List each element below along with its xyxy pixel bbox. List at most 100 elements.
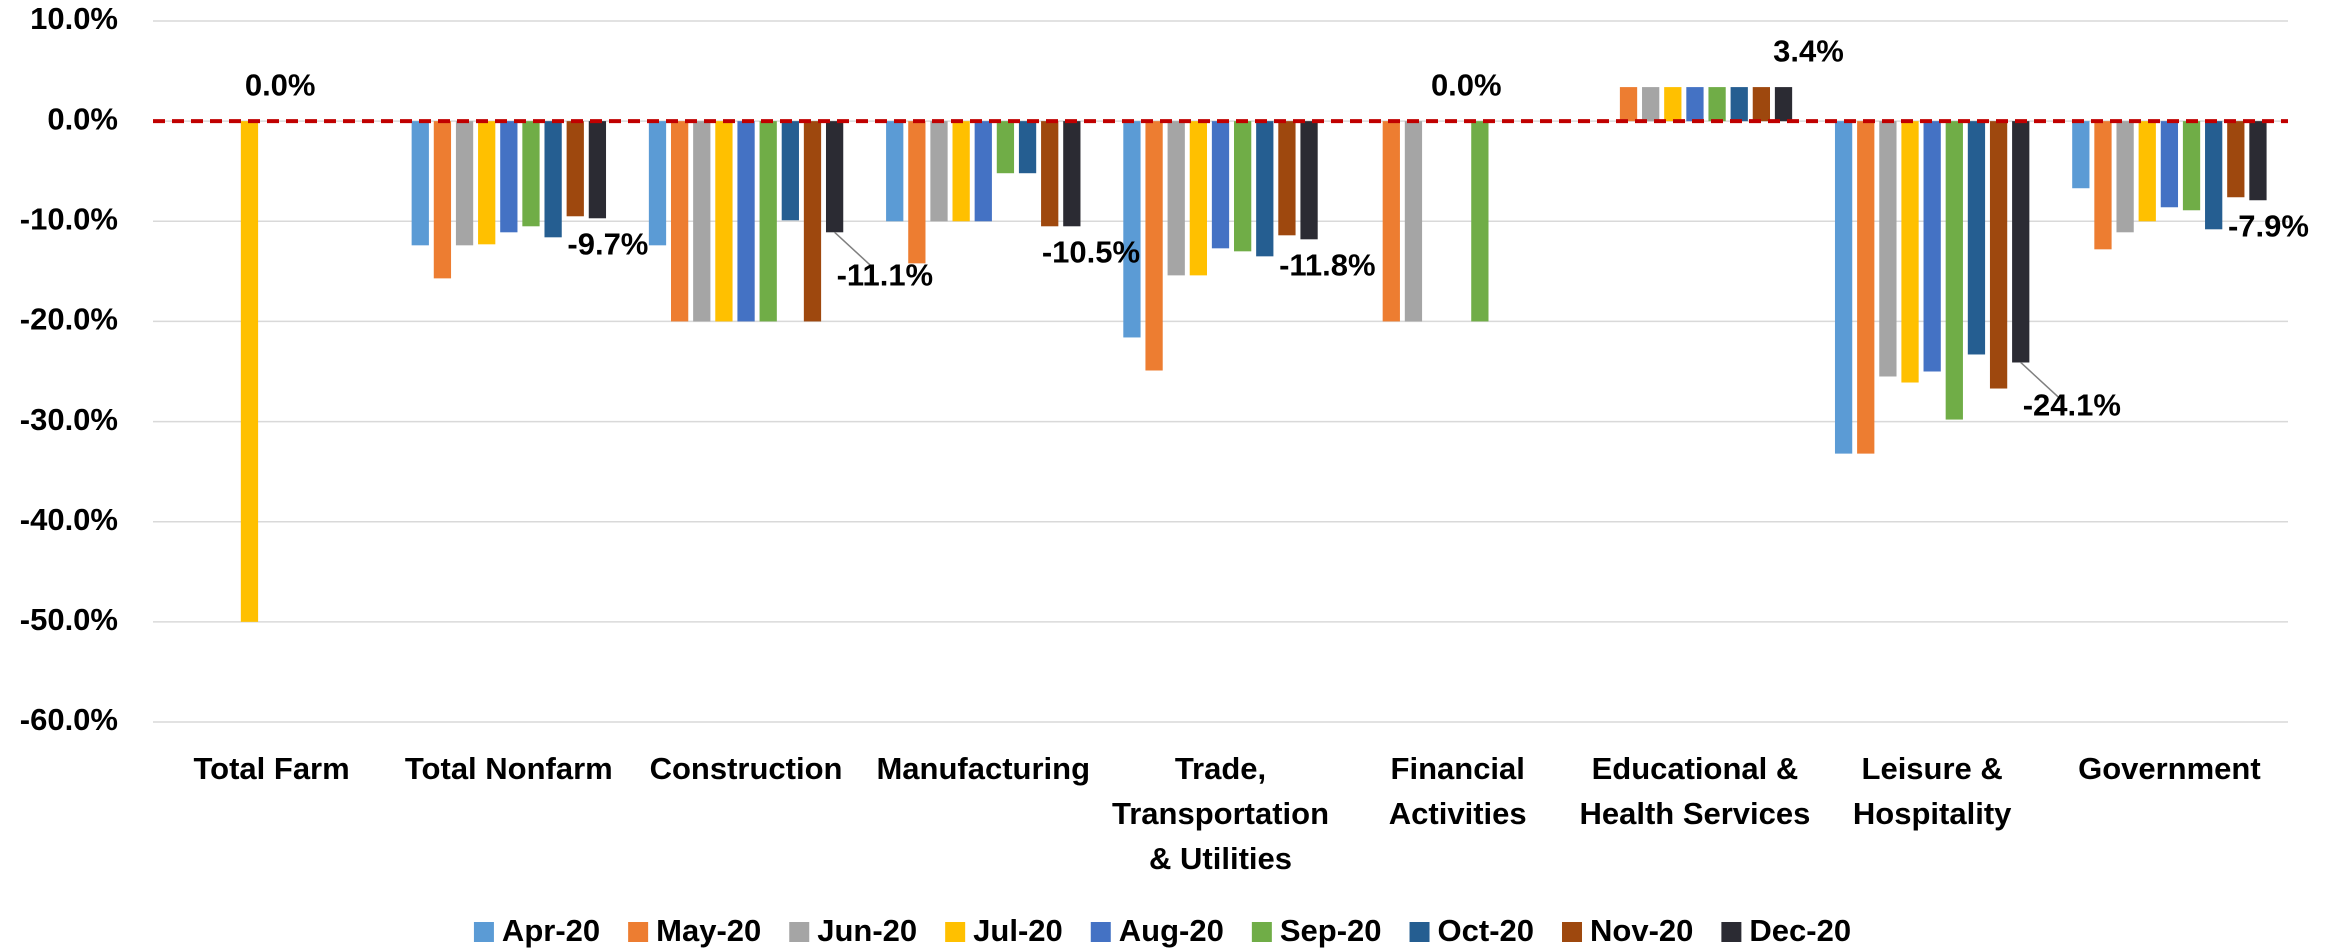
legend-label: Oct-20 — [1438, 913, 1534, 948]
bar — [1967, 121, 1986, 355]
bar — [522, 121, 540, 227]
bar — [1945, 121, 1963, 420]
legend-swatch — [473, 922, 494, 942]
bar — [886, 121, 904, 222]
y-tick-label: -60.0% — [20, 702, 118, 737]
bar — [1730, 87, 1748, 122]
bar — [566, 121, 584, 217]
bar — [2012, 121, 2030, 363]
bar — [1234, 121, 1252, 252]
bar — [2116, 121, 2134, 233]
data-label: -7.9% — [2228, 208, 2309, 243]
legend-label: Apr-20 — [502, 913, 600, 948]
legend-swatch — [789, 922, 810, 942]
legend-swatch — [945, 922, 966, 942]
data-label: -11.1% — [837, 257, 934, 292]
bar — [1211, 121, 1230, 249]
bar — [478, 121, 496, 245]
y-tick-label: -50.0% — [20, 602, 118, 637]
bar — [1857, 121, 1875, 454]
bar — [1664, 87, 1682, 122]
bar — [908, 121, 926, 264]
legend-swatch — [1562, 922, 1583, 942]
y-tick-label: -30.0% — [20, 402, 118, 437]
data-label: 3.4% — [1773, 33, 1844, 68]
legend-swatch — [1409, 922, 1430, 942]
bar — [2205, 121, 2223, 230]
bar — [1063, 121, 1081, 227]
legend-label: Dec-20 — [1749, 913, 1851, 948]
bar — [825, 121, 844, 233]
bar — [930, 121, 948, 222]
bar — [1167, 121, 1185, 276]
legend-swatch — [1721, 922, 1742, 942]
data-label: -11.8% — [1279, 247, 1376, 282]
bar — [1256, 121, 1274, 257]
bar — [2160, 121, 2179, 208]
legend-swatch — [628, 922, 649, 942]
bar — [737, 121, 755, 322]
bar — [1404, 121, 1423, 322]
bar — [1989, 121, 2008, 389]
bar — [759, 121, 777, 322]
leader-line — [834, 231, 874, 268]
legend: Apr-20 May-20 Jun-20 Jul-20 Aug-20 Sep-20 Oct-… — [473, 913, 1851, 948]
legend-label: Aug-20 — [1119, 913, 1224, 948]
y-tick-label: -40.0% — [20, 502, 118, 537]
bar — [1619, 87, 1638, 122]
bar — [2182, 121, 2201, 211]
bar — [433, 121, 452, 279]
x-tick-label: Total Nonfarm — [405, 751, 613, 786]
bar — [1708, 87, 1726, 122]
bar — [996, 121, 1015, 174]
bar — [974, 121, 992, 222]
bar — [455, 121, 474, 246]
data-label: -24.1% — [2023, 388, 2121, 423]
bar — [411, 121, 429, 246]
x-tick-label: Construction — [650, 751, 843, 786]
bar — [240, 121, 259, 622]
leader-line — [2020, 361, 2060, 399]
data-label: 0.0% — [1431, 67, 1502, 102]
bar — [1123, 121, 1141, 338]
bar — [2249, 121, 2267, 201]
bar — [1382, 121, 1400, 322]
x-tick-label: Educational & Health Services — [1579, 751, 1810, 831]
bar — [1145, 121, 1163, 371]
x-tick-label: Trade, Transportation & Utilities — [1112, 751, 1329, 876]
x-tick-label: Financial Activities — [1389, 751, 1527, 831]
legend-label: Jul-20 — [973, 913, 1063, 948]
bar — [1018, 121, 1037, 174]
x-tick-label: Total Farm — [194, 751, 350, 786]
bar — [1041, 121, 1059, 227]
bar — [1834, 121, 1853, 454]
bar — [2227, 121, 2245, 198]
bar — [693, 121, 711, 322]
bar — [803, 121, 822, 322]
bar — [1901, 121, 1919, 383]
x-tick-label: Government — [2078, 751, 2261, 786]
data-label: -10.5% — [1042, 234, 1140, 269]
bar — [648, 121, 667, 246]
x-tick-label: Manufacturing — [876, 751, 1090, 786]
legend-label: Nov-20 — [1590, 913, 1693, 948]
bar — [1923, 121, 1941, 372]
bar — [1752, 87, 1771, 122]
bar — [500, 121, 518, 233]
bar — [781, 121, 799, 221]
bar — [588, 121, 607, 219]
bar — [1774, 87, 1793, 122]
bar — [1278, 121, 1296, 236]
bar — [1189, 121, 1207, 276]
legend-label: May-20 — [656, 913, 761, 948]
y-tick-label: -20.0% — [20, 302, 118, 337]
bar — [2072, 121, 2090, 189]
legend-label: Sep-20 — [1280, 913, 1382, 948]
y-tick-label: 10.0% — [30, 1, 118, 36]
x-tick-label: Leisure & Hospitality — [1853, 751, 2012, 831]
bar — [1471, 121, 1489, 322]
bar — [1686, 87, 1704, 122]
bar — [2094, 121, 2112, 250]
data-label: 0.0% — [245, 67, 316, 102]
